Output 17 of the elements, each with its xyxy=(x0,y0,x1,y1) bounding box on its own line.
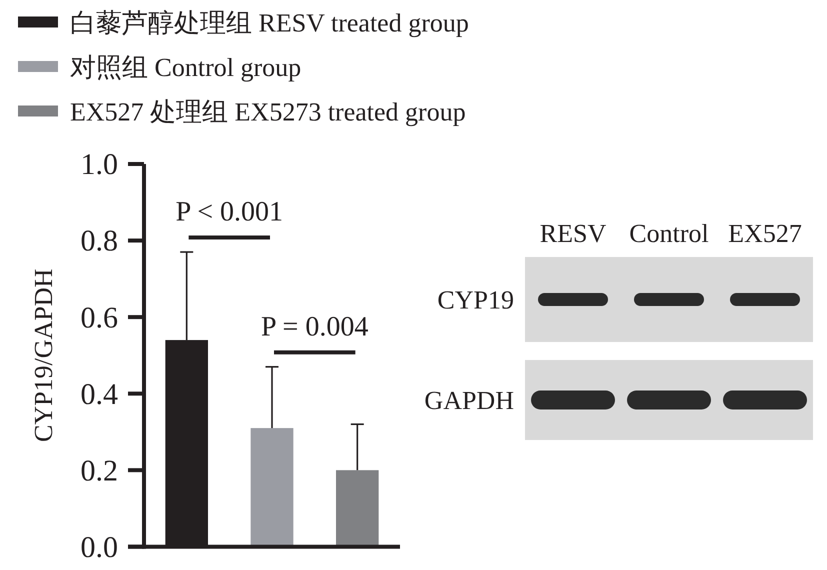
category-label: GAPDH xyxy=(424,386,514,416)
y-tick-label: 1.0 xyxy=(80,148,118,182)
category-label: Control xyxy=(629,219,709,248)
legend-label: 对照组 Control group xyxy=(70,52,302,82)
y-tick-label: 0.8 xyxy=(80,224,118,258)
category-label: EX527 xyxy=(728,219,802,248)
y-tick-label: 0.2 xyxy=(80,454,118,488)
y-tick-label: 0.6 xyxy=(80,301,118,334)
legend-label: EX527 处理组 EX5273 treated group xyxy=(70,97,466,126)
annotation: P = 0.004 xyxy=(261,311,368,342)
annotation: P < 0.001 xyxy=(176,196,283,228)
category-label: RESV xyxy=(540,219,606,248)
y-tick-label: 0.0 xyxy=(80,530,118,564)
y-axis-title: CYP19/GAPDH xyxy=(29,268,58,442)
legend-label: 白藜芦醇处理组 RESV treated group xyxy=(70,8,469,38)
category-label: CYP19 xyxy=(437,286,514,315)
y-tick-label: 0.4 xyxy=(80,378,118,411)
